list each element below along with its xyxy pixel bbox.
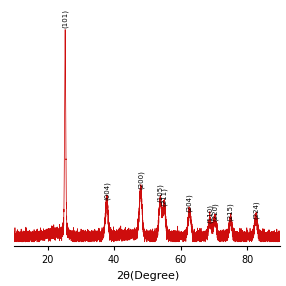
Text: (101): (101) [62,9,68,28]
Text: (211): (211) [161,187,168,206]
X-axis label: 2θ(Degree): 2θ(Degree) [116,271,179,281]
Text: (220): (220) [212,202,218,221]
Text: (110): (110) [206,204,213,223]
Text: (224): (224) [253,200,259,219]
Text: (204): (204) [186,194,193,212]
Text: (200): (200) [137,170,144,189]
Text: (215): (215) [227,202,234,221]
Text: (105): (105) [157,183,164,202]
Text: (004): (004) [104,181,110,200]
